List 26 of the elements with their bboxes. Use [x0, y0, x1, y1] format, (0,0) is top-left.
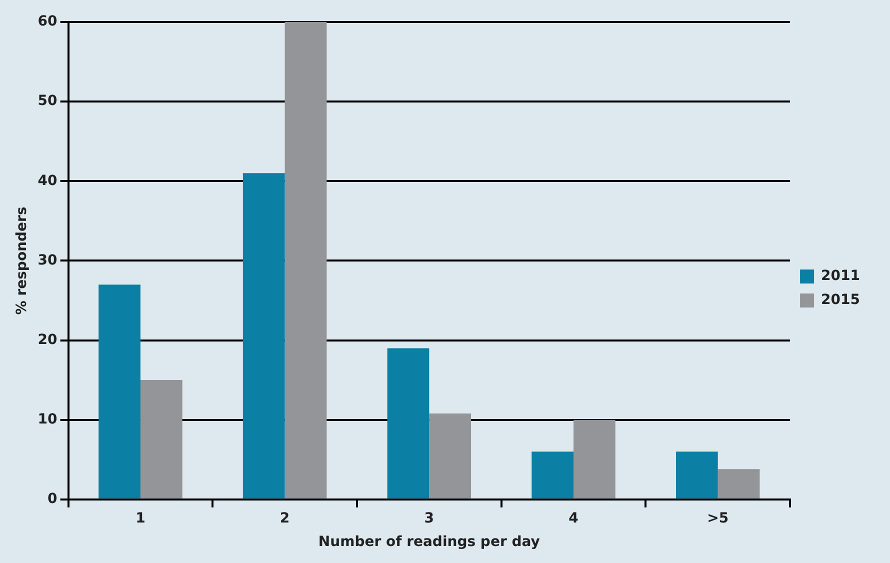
y-axis-title: % responders	[14, 206, 30, 315]
bar	[429, 413, 472, 498]
legend-label: 2011	[821, 268, 860, 284]
y-tick-label: 40	[38, 172, 58, 189]
y-tick-label: 50	[38, 93, 58, 110]
x-tick-label: 3	[424, 510, 434, 526]
y-tick-label: 60	[38, 14, 58, 30]
bar	[140, 380, 182, 498]
x-tick-label: >5	[707, 510, 729, 526]
x-tick-label: 4	[568, 510, 579, 526]
bar	[574, 420, 616, 498]
bar	[284, 22, 327, 498]
bar	[387, 348, 430, 498]
bar	[532, 452, 574, 498]
legend-label: 2015	[821, 292, 860, 308]
bar	[242, 173, 285, 498]
bar	[676, 452, 718, 498]
y-tick-label: 10	[38, 411, 58, 428]
x-tick-label: 1	[136, 510, 146, 526]
bar	[718, 469, 760, 498]
y-tick-label: 20	[38, 332, 58, 348]
x-tick-label: 2	[280, 510, 290, 526]
bar	[98, 284, 140, 498]
y-tick-label: 30	[38, 252, 58, 268]
y-tick-label: 0	[48, 491, 58, 508]
x-axis-title: Number of readings per day	[318, 534, 540, 550]
